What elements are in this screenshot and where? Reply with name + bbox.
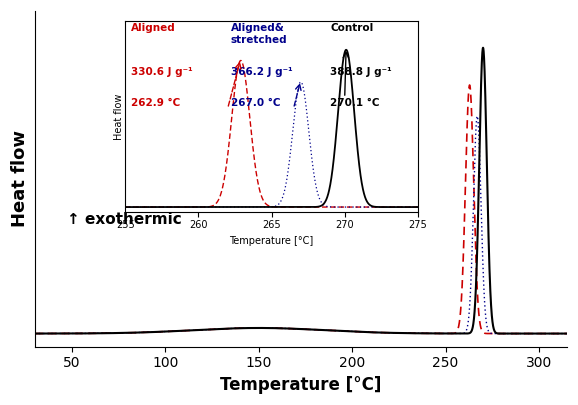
Y-axis label: Heat flow: Heat flow bbox=[11, 130, 29, 227]
Text: ↑ exothermic: ↑ exothermic bbox=[66, 212, 181, 227]
X-axis label: Temperature [°C]: Temperature [°C] bbox=[220, 376, 381, 394]
